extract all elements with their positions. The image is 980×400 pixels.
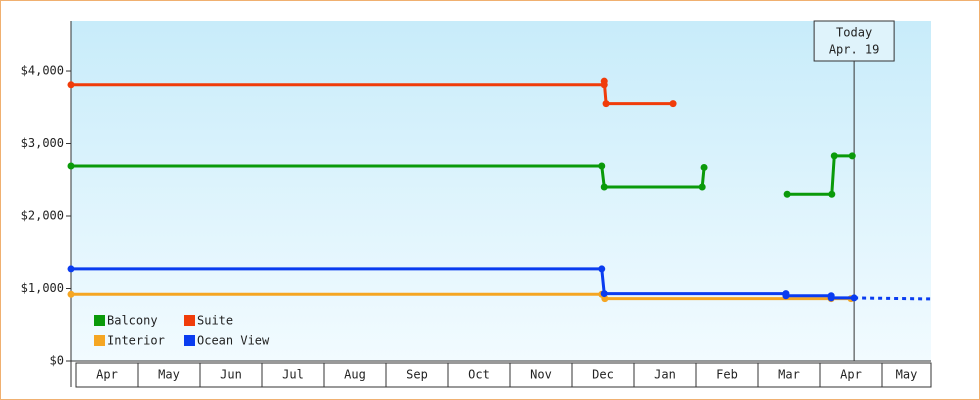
point [783,190,791,198]
point [67,265,75,273]
y-tick-label: $0 [50,354,64,368]
month-cell [819,362,883,388]
projection-line [854,296,932,301]
x-tick-label: Aug [344,368,366,382]
point [67,81,75,89]
today-label: Today [836,26,872,40]
y-tick-label: $1,000 [21,281,64,295]
point [698,183,706,191]
legend-label: Balcony [107,314,158,328]
x-tick-label: May [158,368,180,382]
legend-label: Interior [107,334,165,348]
x-tick-label: Sep [406,368,428,382]
today-label: Apr. 19 [829,43,880,57]
x-tick-label: Jul [282,368,304,382]
legend-swatch [184,335,195,346]
y-tick-label: $3,000 [21,136,64,150]
point [828,190,836,198]
point [669,100,677,108]
plot-area [71,21,931,361]
legend-swatch [94,335,105,346]
point [67,162,75,170]
legend-label: Suite [197,314,233,328]
month-cell [881,362,932,388]
x-tick-label: Apr [840,368,862,382]
x-tick-label: Jun [220,368,242,382]
y-tick-label: $2,000 [21,209,64,223]
point [598,265,606,273]
legend-swatch [184,315,195,326]
point [602,100,610,108]
y-tick-label: $4,000 [21,64,64,78]
month-cell [571,362,635,388]
point [700,163,708,171]
x-tick-label: Apr [96,368,118,382]
point [782,292,790,300]
point [600,290,608,298]
today-box [813,20,895,62]
x-tick-label: Jan [654,368,676,382]
legend-label: Ocean View [197,334,270,348]
point [848,152,856,160]
x-tick-label: Feb [716,368,738,382]
month-cell [323,362,387,388]
x-tick-label: Mar [778,368,800,382]
month-cell [447,362,511,388]
point [600,183,608,191]
legend-swatch [94,315,105,326]
point [830,152,838,160]
point [67,290,75,298]
month-cell [695,362,759,388]
x-tick-label: May [896,368,918,382]
point [850,294,858,302]
x-tick-label: Oct [468,368,490,382]
x-tick-label: Dec [592,368,614,382]
point [600,77,608,85]
month-cell [199,362,263,388]
point [601,295,609,303]
point [827,294,835,302]
point [598,162,606,170]
x-tick-label: Nov [530,368,552,382]
